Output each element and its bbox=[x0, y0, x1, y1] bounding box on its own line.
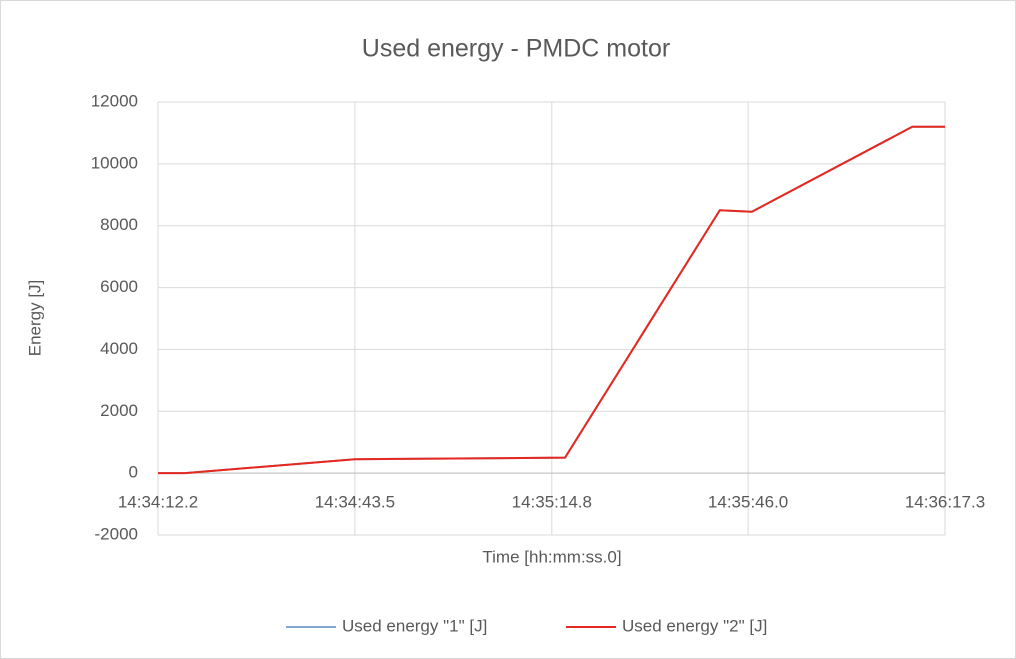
y-tick-label: 2000 bbox=[100, 401, 138, 420]
y-tick-label: -2000 bbox=[95, 524, 138, 543]
y-tick-label: 12000 bbox=[91, 91, 138, 110]
x-tick-label: 14:34:12.2 bbox=[118, 493, 198, 512]
x-tick-label: 14:34:43.5 bbox=[315, 493, 395, 512]
legend-label: Used energy "2" [J] bbox=[622, 616, 767, 635]
y-tick-label: 0 bbox=[129, 463, 138, 482]
data-line bbox=[158, 125, 945, 475]
x-tick-label: 14:35:46.0 bbox=[708, 493, 788, 512]
y-tick-label: 6000 bbox=[100, 277, 138, 296]
y-tick-label: 4000 bbox=[100, 339, 138, 358]
legend-label: Used energy "1" [J] bbox=[342, 616, 487, 635]
x-tick-label: 14:35:14.8 bbox=[512, 493, 592, 512]
y-tick-label: 8000 bbox=[100, 215, 138, 234]
y-tick-label: 10000 bbox=[91, 153, 138, 172]
x-axis-label: Time [hh:mm:ss.0] bbox=[482, 547, 621, 566]
chart-title: Used energy - PMDC motor bbox=[362, 35, 670, 63]
x-tick-label: 14:36:17.3 bbox=[905, 493, 985, 512]
y-axis-label: Energy [J] bbox=[25, 280, 44, 357]
